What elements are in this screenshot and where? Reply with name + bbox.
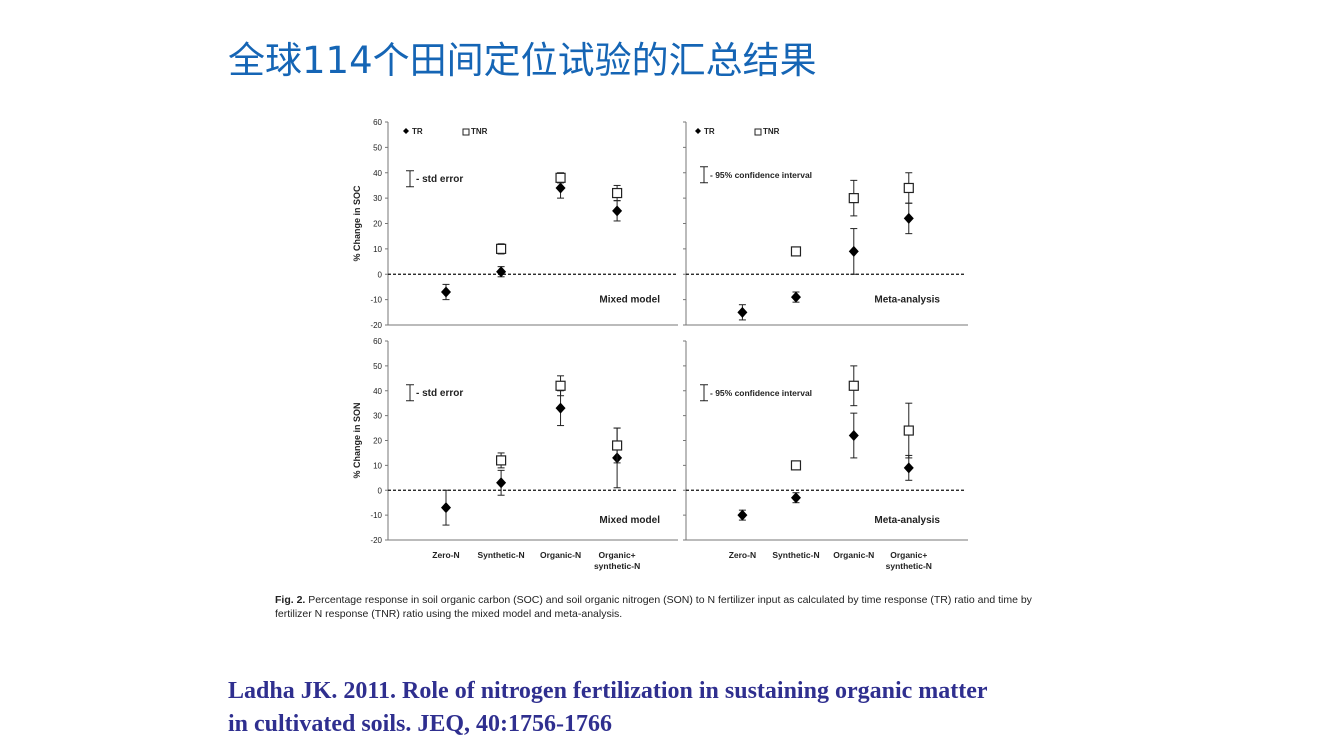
panel-bottom-right-point-tr [790, 492, 801, 504]
panel-top-left-y-tick-label: 0 [378, 270, 383, 279]
panel-bottom-right-model-label: Meta-analysis [874, 515, 940, 526]
panel-top-left-y-tick-label: 30 [373, 194, 382, 203]
panel-bottom-left-y-tick-label: 40 [373, 387, 382, 396]
panel-bottom-right-point-tnr [790, 460, 802, 471]
panel-top-left-point-tnr [555, 172, 566, 183]
panel-bottom-right-point-tr [903, 462, 914, 474]
panel-top-right-point-tr [737, 306, 748, 318]
figure-caption: Fig. 2. Percentage response in soil orga… [275, 593, 1055, 621]
panel-top-right-legend-tr: TR [704, 127, 715, 136]
panel-top-left-y-tick-label: 20 [373, 220, 382, 229]
panel-bottom-right-category-label: Zero-N [729, 550, 756, 560]
panel-top-right-point-tr [903, 212, 914, 224]
panel-top-left-y-tick-label: 50 [373, 143, 382, 152]
panel-bottom-left-y-label: % Change in SON [352, 402, 362, 478]
panel-top-left-legend-tr: TR [412, 127, 423, 136]
panel-top-left-y-tick-label: -10 [370, 296, 382, 305]
panel-bottom-left-y-tick-label: 0 [378, 486, 383, 495]
panel-bottom-left-point-tr [441, 502, 451, 514]
citation-line-1: Ladha JK. 2011. Role of nitrogen fertili… [228, 678, 988, 704]
caption-text: Percentage response in soil organic carb… [275, 594, 1032, 620]
panel-top-left-point-tnr [496, 243, 507, 254]
panel-top-left-point-tr [555, 182, 566, 194]
panel-top-right-errorbar-note: - 95% confidence interval [710, 170, 812, 180]
panel-bottom-left-point-tnr [611, 440, 623, 451]
panel-bottom-left-y-tick-label: -10 [370, 511, 382, 520]
panel-bottom-right-point-tnr [848, 380, 859, 391]
panel-bottom-left-model-label: Mixed model [599, 515, 660, 526]
panel-bottom-left-y-tick-label: 10 [373, 461, 382, 470]
panel-top-left-y-tick-label: 40 [373, 169, 382, 178]
panel-top-right-legend-tnr: TNR [763, 127, 780, 136]
panel-top-left-model-label: Mixed model [599, 295, 660, 306]
panel-bottom-right-category-label: Synthetic-N [772, 550, 819, 560]
panel-bottom-right-category-label: synthetic-N [886, 561, 932, 571]
panel-bottom-left-y-tick-label: 30 [373, 412, 382, 421]
panel-top-right-legend-marker-tr [695, 128, 701, 134]
panel-bottom-left-category-label: Synthetic-N [477, 550, 524, 560]
panel-top-left-y-label: % Change in SOC [352, 185, 362, 262]
panel-bottom-left-errorbar-note: - std error [416, 388, 463, 399]
panel-bottom-right-point-tr [737, 509, 748, 521]
panel-bottom-right-point-tr [848, 430, 859, 442]
panel-top-left-legend-tnr: TNR [471, 127, 488, 136]
panel-top-left-point-tr [496, 266, 507, 278]
panel-top-right-point-tnr [848, 193, 859, 204]
panel-bottom-left-category-label: Zero-N [432, 550, 459, 560]
panel-top-left-legend-marker-tr [403, 128, 409, 134]
panel-top-left-errorbar-note: - std error [416, 174, 463, 185]
caption-label: Fig. 2. [275, 594, 306, 606]
panel-bottom-left-y-tick-label: -20 [370, 536, 382, 545]
panel-top-right-point-tr [848, 245, 859, 257]
panel-bottom-left-y-tick-label: 50 [373, 362, 382, 371]
panel-bottom-left-point-tr [555, 402, 566, 414]
panel-bottom-left-point-tnr [496, 455, 507, 466]
panel-top-right-model-label: Meta-analysis [874, 295, 940, 306]
panel-bottom-left-y-tick-label: 20 [373, 437, 382, 446]
panel-bottom-left-y-tick-label: 60 [373, 337, 382, 346]
panel-top-right-point-tnr [903, 182, 914, 194]
panel-top-right-point-tr [790, 291, 801, 303]
panel-top-right-point-tnr [790, 246, 802, 257]
panel-bottom-left-category-label: Organic+ [599, 550, 636, 560]
panel-bottom-left-category-label: Organic-N [540, 550, 581, 560]
citation: Ladha JK. 2011. Role of nitrogen fertili… [228, 675, 1128, 741]
panel-bottom-right-point-tnr [903, 425, 914, 436]
panel-top-left-y-tick-label: 10 [373, 245, 382, 254]
citation-line-2: in cultivated soils. JEQ, 40:1756-1766 [228, 711, 613, 737]
panel-bottom-right-errorbar-note: - 95% confidence interval [710, 388, 812, 398]
panel-top-left-point-tr [441, 286, 451, 298]
panel-top-left-y-tick-label: -20 [370, 321, 382, 330]
panel-bottom-left-point-tnr [555, 380, 566, 391]
panel-top-left-point-tnr [611, 187, 623, 199]
panel-top-left-point-tr [612, 205, 623, 217]
panel-bottom-left-point-tr [496, 477, 507, 489]
panel-top-left-legend-marker-tnr [462, 128, 470, 136]
panel-top-left-y-tick-label: 60 [373, 118, 382, 127]
panel-bottom-right-category-label: Organic-N [833, 550, 874, 560]
panel-top-right-legend-marker-tnr [754, 128, 762, 136]
panel-bottom-right-category-label: Organic+ [890, 550, 927, 560]
slide-title: 全球114个田间定位试验的汇总结果 [228, 39, 817, 82]
panel-bottom-left-category-label: synthetic-N [594, 561, 640, 571]
